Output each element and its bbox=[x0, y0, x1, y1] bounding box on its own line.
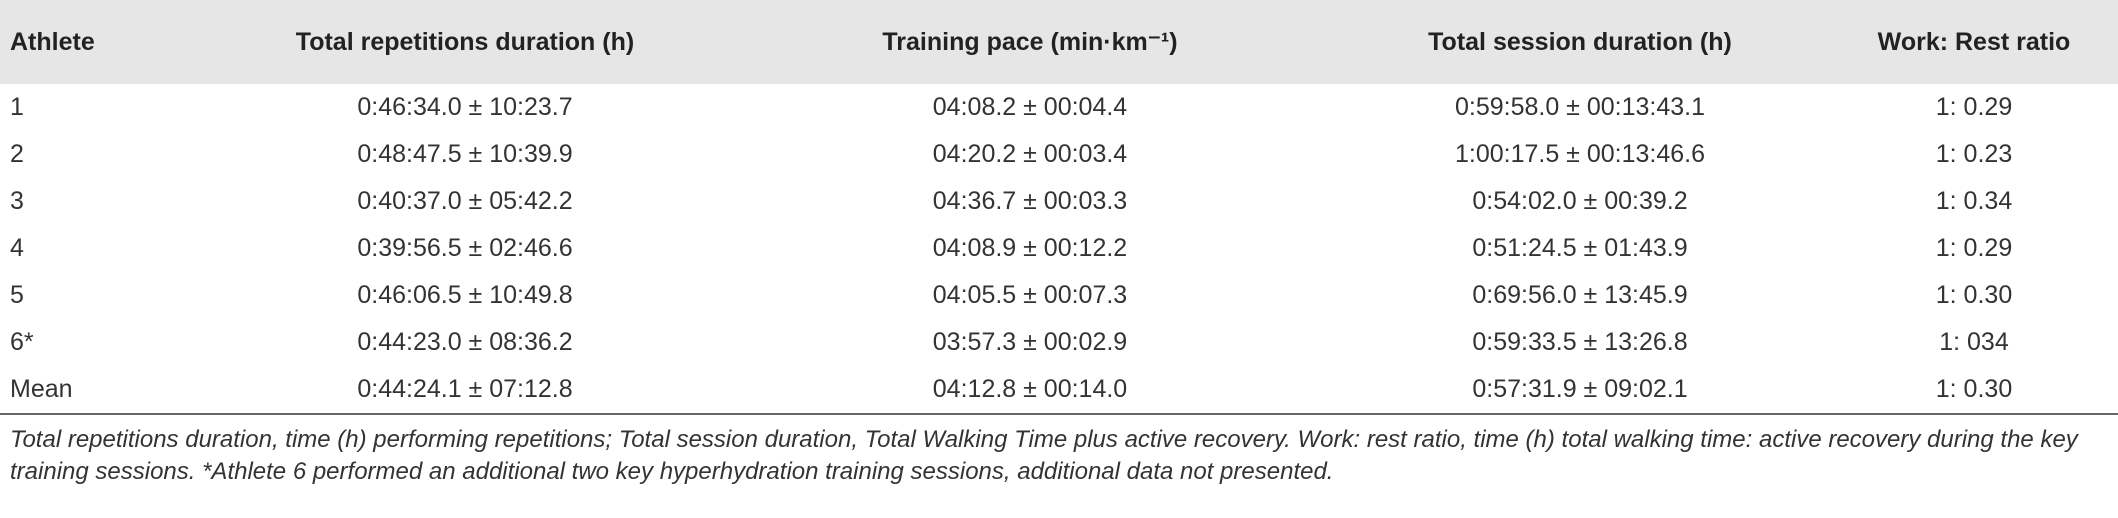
table-cell: 1: 0.29 bbox=[1935, 234, 2013, 262]
table-row: 5 0:46:06.5 ± 10:49.8 04:05.5 ± 00:07.3 0:6… bbox=[0, 272, 2118, 319]
table-row: 1 0:46:34.0 ± 10:23.7 04:08.2 ± 00:04.4 0:5… bbox=[0, 84, 2118, 131]
table-cell: 0:59:58.0 ± 00:13:43.1 bbox=[1454, 93, 1706, 121]
table-cell: 1 bbox=[10, 93, 24, 121]
table-cell: 1:00:17.5 ± 00:13:46.6 bbox=[1454, 140, 1706, 168]
header-cell: Total repetitions duration (h) bbox=[200, 0, 730, 84]
table-cell: 0:51:24.5 ± 01:43.9 bbox=[1472, 234, 1688, 262]
table-cell: 1: 0.30 bbox=[1935, 281, 2013, 309]
table-cell: 1: 034 bbox=[1939, 328, 2009, 356]
table-cell: 04:08.9 ± 00:12.2 bbox=[932, 234, 1128, 262]
table-row: 3 0:40:37.0 ± 05:42.2 04:36.7 ± 00:03.3 0:5… bbox=[0, 178, 2118, 225]
table-cell: 0:69:56.0 ± 13:45.9 bbox=[1472, 281, 1688, 309]
table-cell: 04:20.2 ± 00:03.4 bbox=[932, 140, 1128, 168]
table-cell: 1: 0.30 bbox=[1830, 366, 2118, 415]
header-cell: Work: Rest ratio bbox=[1830, 0, 2118, 84]
table-cell: 0:54:02.0 ± 00:39.2 bbox=[1472, 187, 1688, 215]
table-cell: 03:57.3 ± 00:02.9 bbox=[932, 328, 1128, 356]
table-row: Mean 0:44:24.1 ± 07:12.8 04:12.8 ± 00:14.0… bbox=[0, 366, 2118, 415]
table-row: 6* 0:44:23.0 ± 08:36.2 03:57.3 ± 00:02.9 0:… bbox=[0, 319, 2118, 366]
table-body: 1 0:46:34.0 ± 10:23.7 04:08.2 ± 00:04.4 0:5… bbox=[0, 84, 2118, 415]
table-cell: 0:39:56.5 ± 02:46.6 bbox=[357, 234, 573, 262]
table-cell: 04:36.7 ± 00:03.3 bbox=[932, 187, 1128, 215]
table-row: 4 0:39:56.5 ± 02:46.6 04:08.9 ± 00:12.2 0:5… bbox=[0, 225, 2118, 272]
table-cell: 0:40:37.0 ± 05:42.2 bbox=[357, 187, 573, 215]
data-table: Athlete Total repetitions duration (h) Tra… bbox=[0, 0, 2118, 415]
header-cell: Total session duration (h) bbox=[1330, 0, 1830, 84]
table-cell: 0:46:06.5 ± 10:49.8 bbox=[357, 281, 573, 309]
table-cell: 04:12.8 ± 00:14.0 bbox=[730, 366, 1330, 415]
table-cell: Mean bbox=[0, 366, 200, 415]
header-cell: Training pace (min·km⁻¹) bbox=[730, 0, 1330, 84]
table-cell: 1: 0.23 bbox=[1935, 140, 2013, 168]
table-cell: 6* bbox=[10, 328, 34, 356]
table-cell: 1: 0.29 bbox=[1935, 93, 2013, 121]
table-cell: 04:08.2 ± 00:04.4 bbox=[932, 93, 1128, 121]
header-row: Athlete Total repetitions duration (h) Tra… bbox=[0, 0, 2118, 84]
footnote: Total repetitions duration, time (h) per… bbox=[10, 426, 2078, 485]
table-cell: 04:05.5 ± 00:07.3 bbox=[932, 281, 1128, 309]
table-cell: 5 bbox=[10, 281, 24, 309]
table-row: 2 0:48:47.5 ± 10:39.9 04:20.2 ± 00:03.4 1:0… bbox=[0, 131, 2118, 178]
table-cell: 0:48:47.5 ± 10:39.9 bbox=[357, 140, 573, 168]
table-cell: 2 bbox=[10, 140, 24, 168]
table-cell: 0:57:31.9 ± 09:02.1 bbox=[1330, 366, 1830, 415]
table-cell: 3 bbox=[10, 187, 24, 215]
table-cell: 0:44:23.0 ± 08:36.2 bbox=[357, 328, 573, 356]
header-cell: Athlete bbox=[0, 0, 200, 84]
table-cell: 4 bbox=[10, 234, 24, 262]
table-cell: 0:44:24.1 ± 07:12.8 bbox=[200, 366, 730, 415]
table-cell: 1: 0.34 bbox=[1935, 187, 2013, 215]
table-cell: 0:46:34.0 ± 10:23.7 bbox=[357, 93, 573, 121]
table-cell: 0:59:33.5 ± 13:26.8 bbox=[1472, 328, 1688, 356]
